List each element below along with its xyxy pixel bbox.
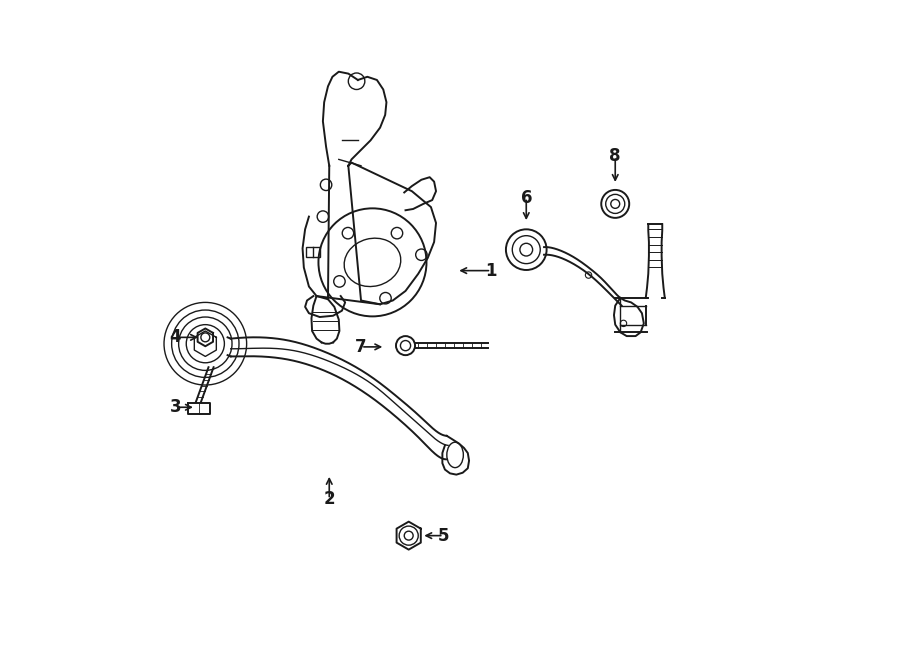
Text: 3: 3 bbox=[169, 399, 181, 416]
Text: 2: 2 bbox=[323, 491, 335, 508]
Text: 6: 6 bbox=[520, 189, 532, 207]
Text: 5: 5 bbox=[438, 527, 449, 545]
Text: 8: 8 bbox=[609, 147, 621, 166]
Text: 4: 4 bbox=[169, 328, 181, 346]
Text: 1: 1 bbox=[486, 261, 497, 279]
Text: 7: 7 bbox=[356, 338, 367, 356]
